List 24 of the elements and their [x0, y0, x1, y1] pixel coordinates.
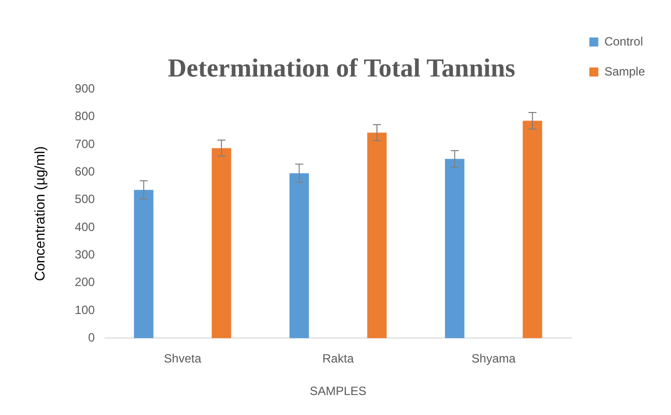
- x-tick-label: Rakta: [322, 352, 354, 366]
- chart-title: Determination of Total Tannins: [168, 53, 516, 82]
- y-tick-label: 500: [74, 192, 96, 206]
- y-tick-label: 200: [74, 275, 96, 290]
- y-tick-label: 0: [88, 330, 96, 345]
- x-tick-label: Shyama: [472, 352, 516, 366]
- legend-label: Sample: [604, 64, 646, 78]
- bar: [444, 158, 464, 338]
- y-tick-label: 400: [74, 220, 96, 234]
- bar: [289, 173, 309, 338]
- x-axis-title: SAMPLES: [310, 384, 366, 398]
- y-tick-label: 600: [74, 164, 96, 179]
- y-tick-label: 300: [74, 248, 96, 262]
- y-tick-label: 900: [74, 82, 96, 96]
- legend-label: Control: [604, 34, 643, 48]
- bar: [134, 190, 154, 338]
- bar: [212, 148, 232, 338]
- y-tick-label: 800: [74, 109, 96, 124]
- y-axis-title: Concentration (µg/ml): [31, 146, 48, 282]
- y-tick-label: 100: [74, 302, 96, 317]
- x-tick-label: Shveta: [164, 352, 202, 366]
- y-tick-label: 700: [74, 136, 96, 151]
- bar: [522, 120, 542, 338]
- bar: [367, 132, 387, 338]
